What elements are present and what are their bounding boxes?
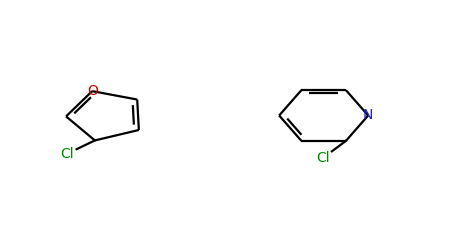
Text: N: N	[363, 109, 374, 122]
Text: Cl: Cl	[60, 147, 73, 161]
Text: O: O	[87, 84, 98, 98]
Text: Cl: Cl	[317, 151, 330, 164]
